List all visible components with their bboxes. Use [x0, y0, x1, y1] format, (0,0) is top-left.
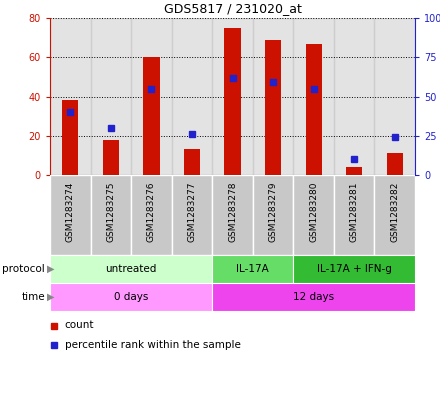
Text: count: count — [65, 321, 94, 331]
Bar — [50, 175, 91, 255]
Bar — [374, 18, 415, 175]
Text: GSM1283275: GSM1283275 — [106, 182, 115, 242]
Bar — [172, 18, 212, 175]
Text: ▶: ▶ — [47, 292, 55, 302]
Bar — [184, 149, 200, 175]
Text: untreated: untreated — [106, 264, 157, 274]
Bar — [374, 175, 415, 255]
Text: GSM1283277: GSM1283277 — [187, 182, 196, 242]
Text: GSM1283278: GSM1283278 — [228, 182, 237, 242]
Bar — [253, 18, 293, 175]
Bar — [346, 167, 362, 175]
Text: 0 days: 0 days — [114, 292, 148, 302]
Bar — [50, 255, 212, 283]
Bar — [212, 18, 253, 175]
Bar — [293, 175, 334, 255]
Text: ▶: ▶ — [47, 264, 55, 274]
Text: GSM1283281: GSM1283281 — [350, 182, 359, 242]
Bar — [62, 101, 78, 175]
Bar — [212, 283, 415, 311]
Bar — [253, 175, 293, 255]
Text: GSM1283280: GSM1283280 — [309, 182, 318, 242]
Text: time: time — [22, 292, 45, 302]
Text: percentile rank within the sample: percentile rank within the sample — [65, 340, 241, 349]
Bar — [224, 28, 241, 175]
Bar — [293, 255, 415, 283]
Text: GSM1283274: GSM1283274 — [66, 182, 75, 242]
Text: 12 days: 12 days — [293, 292, 334, 302]
Bar — [50, 283, 212, 311]
Title: GDS5817 / 231020_at: GDS5817 / 231020_at — [164, 2, 301, 15]
Bar — [334, 175, 374, 255]
Bar — [212, 255, 293, 283]
Bar — [143, 57, 160, 175]
Bar — [387, 153, 403, 175]
Text: GSM1283282: GSM1283282 — [390, 182, 399, 242]
Bar — [131, 18, 172, 175]
Text: GSM1283279: GSM1283279 — [268, 182, 278, 242]
Bar — [265, 40, 281, 175]
Bar — [50, 18, 91, 175]
Bar — [91, 175, 131, 255]
Bar — [103, 140, 119, 175]
Bar — [131, 175, 172, 255]
Text: GSM1283276: GSM1283276 — [147, 182, 156, 242]
Bar — [334, 18, 374, 175]
Bar — [91, 18, 131, 175]
Bar — [293, 18, 334, 175]
Text: IL-17A: IL-17A — [236, 264, 269, 274]
Bar — [305, 44, 322, 175]
Text: IL-17A + IFN-g: IL-17A + IFN-g — [317, 264, 392, 274]
Bar — [212, 175, 253, 255]
Text: protocol: protocol — [2, 264, 45, 274]
Bar — [172, 175, 212, 255]
